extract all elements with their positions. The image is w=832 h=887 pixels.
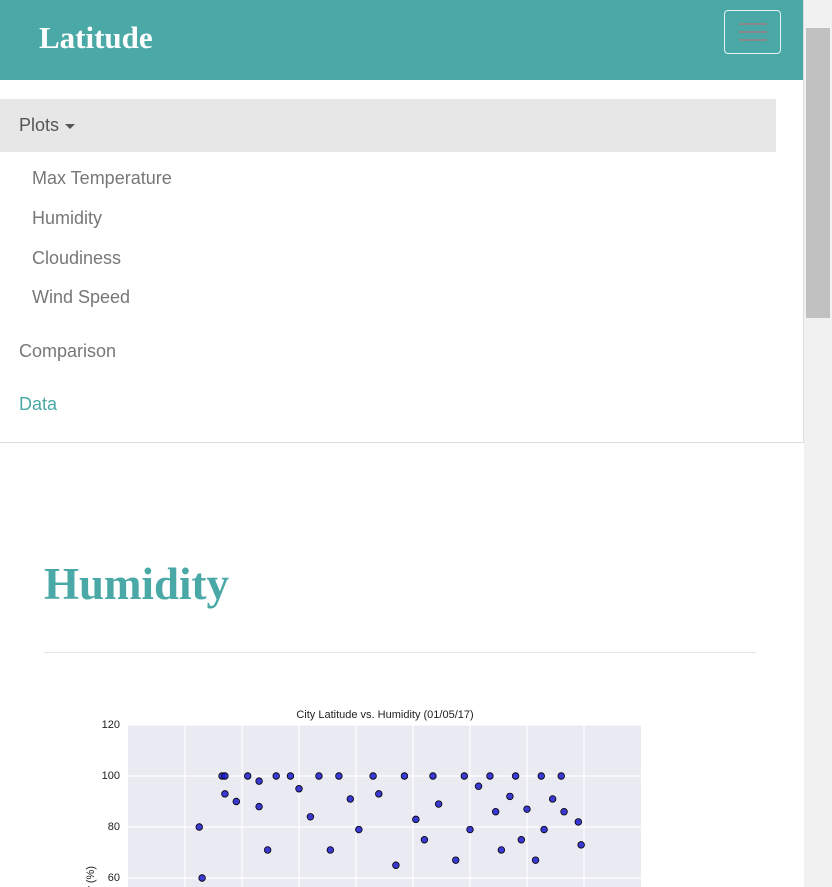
point	[491, 807, 500, 816]
y-axis-label: Humidity (%)	[85, 866, 97, 887]
brand[interactable]: Latitude	[39, 20, 153, 55]
y-tick-label: 80	[108, 821, 120, 833]
point	[548, 795, 557, 803]
point	[400, 772, 409, 780]
point	[295, 785, 303, 793]
point	[517, 836, 525, 844]
y-tick-label: 100	[102, 770, 120, 782]
menu-item[interactable]: Humidity	[32, 208, 103, 228]
point	[452, 856, 460, 864]
dropdown-text[interactable]: Plots	[19, 115, 60, 135]
point	[540, 825, 548, 834]
y-tick-label: 60	[108, 872, 120, 884]
point	[355, 825, 363, 834]
point	[243, 772, 252, 780]
rule	[44, 652, 756, 653]
point	[369, 772, 377, 780]
point	[474, 782, 483, 790]
point	[577, 841, 585, 849]
point	[486, 772, 494, 780]
dropdown-label[interactable]: Plots	[19, 115, 76, 136]
point	[255, 802, 263, 811]
nav-link[interactable]: Comparison	[19, 341, 117, 361]
dropdown[interactable]: Plots	[0, 99, 776, 152]
scroll-thumb[interactable]	[806, 28, 830, 318]
point	[306, 813, 315, 821]
scrollbar[interactable]	[804, 0, 832, 887]
point	[497, 846, 506, 854]
point	[429, 772, 437, 780]
point	[232, 797, 240, 806]
point	[315, 772, 323, 780]
chart: City Latitude vs. Humidity (01/05/17) 02…	[85, 709, 641, 887]
point	[195, 823, 203, 831]
point	[375, 790, 383, 798]
point	[221, 790, 229, 798]
divider	[803, 0, 804, 443]
point	[221, 772, 229, 780]
point	[557, 772, 565, 780]
menu-item[interactable]: Wind Speed	[32, 287, 131, 307]
point	[506, 792, 514, 801]
menu-item[interactable]: Max Temperature	[32, 168, 172, 188]
point	[560, 807, 568, 816]
point	[335, 772, 343, 780]
menu-toggle[interactable]	[724, 10, 781, 54]
point	[466, 825, 474, 834]
point	[511, 772, 520, 780]
divider	[0, 442, 803, 443]
y-tick-label: 120	[102, 719, 120, 731]
menu-item[interactable]: Cloudiness	[32, 248, 122, 268]
point	[537, 772, 545, 780]
point	[263, 846, 272, 854]
chart-title: City Latitude vs. Humidity (01/05/17)	[296, 709, 473, 721]
point	[460, 772, 468, 780]
heading: Humidity	[44, 559, 230, 609]
point	[272, 772, 280, 780]
point	[198, 874, 206, 882]
point	[412, 815, 420, 824]
point	[255, 777, 263, 785]
nav-link[interactable]: Data	[19, 394, 58, 414]
point	[392, 861, 400, 869]
point	[434, 800, 443, 808]
point	[346, 795, 354, 803]
plot-area	[128, 725, 641, 887]
navbar: Latitude	[0, 0, 803, 80]
point	[574, 818, 582, 826]
point	[326, 846, 335, 854]
point	[531, 856, 540, 864]
point	[286, 772, 295, 780]
point	[523, 805, 531, 813]
point	[420, 836, 429, 844]
